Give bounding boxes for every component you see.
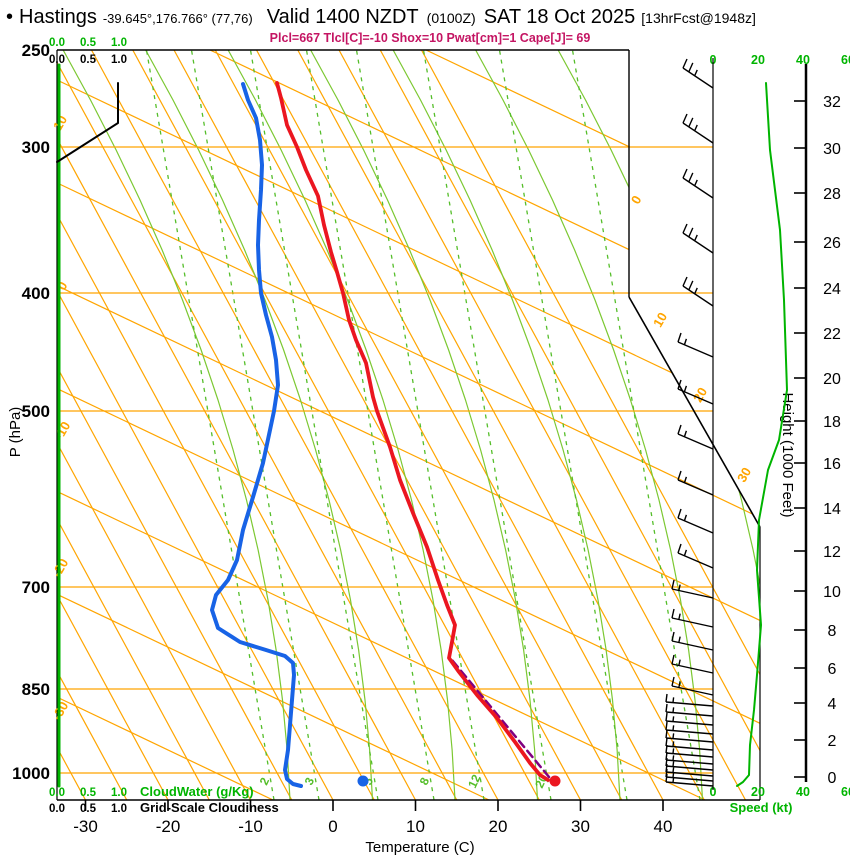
title-bar: • Hastings -39.645°,176.766° (77,76) Val… (6, 6, 850, 29)
svg-text:-30: -30 (73, 817, 98, 836)
svg-text:24: 24 (823, 281, 841, 298)
svg-text:500: 500 (22, 402, 50, 421)
svg-text:22: 22 (823, 326, 841, 343)
svg-text:P (hPa): P (hPa) (7, 407, 24, 458)
temperature-axis: -30 -20 -10 0 10 20 30 40 Temperature (C) (73, 800, 672, 856)
svg-text:250: 250 (22, 41, 50, 60)
svg-text:0: 0 (828, 770, 837, 787)
svg-text:6: 6 (828, 661, 837, 678)
station-name: Hastings (19, 6, 97, 28)
temperature-curve (275, 81, 550, 782)
svg-text:26: 26 (823, 235, 841, 252)
cloud-scales: 0.0 0.0 0.0 0.0 0.5 0.5 0.5 0.5 1.0 1.0 1.0 1.0 Clou… (49, 37, 279, 815)
svg-text:60: 60 (841, 785, 850, 799)
svg-text:8: 8 (828, 623, 837, 640)
svg-text:30: 30 (734, 465, 754, 485)
svg-text:Speed (kt): Speed (kt) (730, 800, 793, 815)
svg-text:16: 16 (823, 456, 841, 473)
wind-barbs (665, 58, 714, 790)
svg-text:-10: -10 (51, 419, 73, 443)
svg-text:20: 20 (823, 371, 841, 388)
svg-text:Height (1000 Feet): Height (1000 Feet) (779, 392, 796, 517)
svg-text:0.5: 0.5 (80, 54, 97, 66)
valid-time: Valid 1400 NZDT (266, 6, 419, 28)
svg-text:0: 0 (710, 785, 717, 799)
svg-text:0: 0 (628, 193, 645, 207)
svg-text:0.5: 0.5 (80, 803, 97, 815)
svg-text:0.0: 0.0 (49, 803, 65, 815)
svg-text:10: 10 (406, 817, 425, 836)
plot-border (56, 49, 761, 801)
svg-text:-20: -20 (156, 817, 181, 836)
sounding-indices: Plcl=667 Tlcl[C]=-10 Shox=10 Pwat[cm]=1 … (269, 31, 591, 45)
svg-text:0.0: 0.0 (49, 37, 65, 49)
svg-text:700: 700 (22, 578, 50, 597)
svg-text:20: 20 (690, 385, 710, 405)
svg-text:0.5: 0.5 (80, 37, 97, 49)
svg-text:2: 2 (828, 733, 837, 750)
svg-text:300: 300 (22, 138, 50, 157)
dewpoint-curve (210, 82, 303, 788)
svg-text:-10: -10 (238, 817, 263, 836)
svg-text:12: 12 (465, 772, 483, 790)
svg-text:30: 30 (571, 817, 590, 836)
svg-text:Grid-Scale Cloudiness: Grid-Scale Cloudiness (140, 800, 279, 815)
svg-text:14: 14 (823, 501, 841, 518)
station-coordinates: -39.645°,176.766° (77,76) (102, 11, 253, 26)
svg-text:0: 0 (328, 817, 337, 836)
pressure-gridlines (57, 146, 713, 774)
pressure-axis: 250 300 400 500 700 850 1000 P (hPa) (7, 41, 50, 783)
svg-text:60: 60 (841, 53, 850, 67)
surface-dewpoint-dot (357, 775, 369, 787)
svg-text:0: 0 (54, 279, 71, 293)
svg-text:40: 40 (796, 53, 810, 67)
svg-text:0.0: 0.0 (49, 787, 65, 799)
svg-text:4: 4 (828, 696, 837, 713)
background-lattice (57, 50, 760, 800)
valid-date: SAT 18 Oct 2025 (483, 6, 636, 28)
valid-time-utc: (0100Z) (426, 10, 476, 26)
svg-text:20: 20 (751, 785, 765, 799)
svg-text:400: 400 (22, 284, 50, 303)
forecast-tag: [13hrFcst@1948z] (641, 10, 756, 26)
svg-text:1000: 1000 (12, 764, 50, 783)
svg-text:1.0: 1.0 (111, 803, 127, 815)
svg-text:2: 2 (257, 775, 273, 787)
cloudiness-profile (56, 82, 119, 163)
surface-temp-dot (549, 775, 561, 787)
svg-text:40: 40 (796, 785, 810, 799)
speed-axis: 0 0 20 20 40 40 60 60 Speed (kt) (710, 53, 850, 815)
svg-text:0.5: 0.5 (80, 787, 97, 799)
svg-text:30: 30 (823, 141, 841, 158)
svg-text:10: 10 (650, 310, 670, 330)
svg-text:40: 40 (654, 817, 673, 836)
svg-text:20: 20 (751, 53, 765, 67)
svg-text:Temperature (C): Temperature (C) (365, 839, 474, 856)
svg-text:12: 12 (823, 544, 841, 561)
station-bullet-icon: • (6, 6, 14, 28)
svg-text:CloudWater (g/Kg): CloudWater (g/Kg) (140, 784, 254, 799)
svg-text:18: 18 (823, 414, 841, 431)
svg-text:1.0: 1.0 (111, 37, 127, 49)
svg-text:1.0: 1.0 (111, 54, 127, 66)
svg-text:10: 10 (823, 584, 841, 601)
parcel-path (450, 658, 551, 779)
svg-text:8: 8 (417, 775, 433, 787)
wind-speed-profile (736, 82, 788, 787)
svg-text:0.0: 0.0 (49, 54, 65, 66)
svg-text:850: 850 (22, 680, 50, 699)
svg-text:32: 32 (823, 94, 841, 111)
svg-text:28: 28 (823, 186, 841, 203)
svg-text:3: 3 (302, 775, 318, 787)
svg-text:1.0: 1.0 (111, 787, 127, 799)
svg-text:20: 20 (489, 817, 508, 836)
